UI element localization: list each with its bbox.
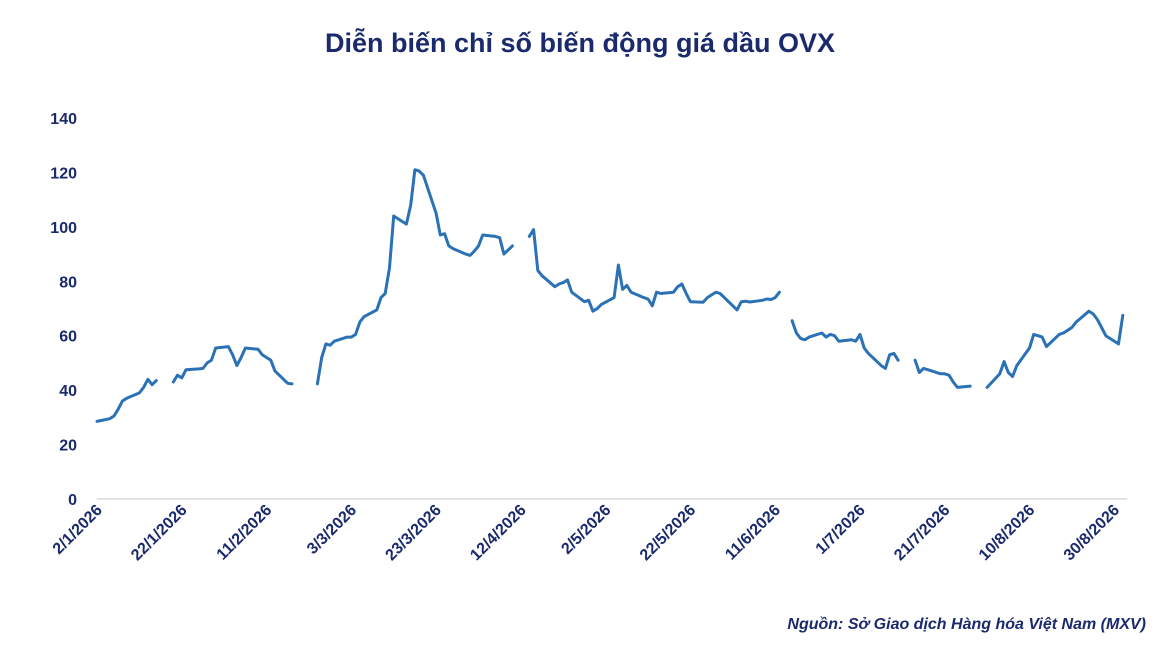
x-tick-label: 11/2/2026	[214, 502, 276, 564]
source-note: Nguồn: Sở Giao dịch Hàng hóa Việt Nam (M…	[787, 616, 1146, 633]
x-tick-label: 22/1/2026	[128, 502, 190, 564]
series-ovx	[95, 168, 1125, 423]
series-line-segment	[527, 228, 781, 313]
y-tick-label: 100	[50, 220, 77, 237]
series-line-segment	[95, 377, 158, 423]
x-tick-label: 3/3/2026	[304, 502, 360, 558]
series-line-segment	[315, 168, 514, 386]
x-tick-label: 23/3/2026	[383, 502, 445, 564]
series-line-segment	[790, 319, 900, 370]
x-tick-label: 30/8/2026	[1061, 502, 1123, 564]
x-tick-label: 2/5/2026	[558, 502, 614, 558]
y-axis-ticks: 0 20 40 60 80 100 120 140	[50, 111, 77, 509]
y-tick-label: 120	[50, 165, 77, 182]
x-tick-label: 22/5/2026	[637, 502, 699, 564]
series-line-segment	[171, 345, 294, 386]
y-tick-label: 0	[68, 492, 77, 509]
x-tick-label: 2/1/2026	[50, 502, 106, 558]
y-tick-label: 80	[59, 274, 77, 291]
y-tick-label: 40	[59, 383, 77, 400]
x-tick-label: 21/7/2026	[891, 502, 953, 564]
y-tick-label: 20	[59, 438, 77, 455]
x-tick-label: 12/4/2026	[467, 502, 529, 564]
y-tick-label: 140	[50, 111, 77, 128]
x-tick-label: 10/8/2026	[976, 502, 1038, 564]
chart-title: Diễn biến chỉ số biến động giá dầu OVX	[324, 28, 836, 58]
y-tick-label: 60	[59, 329, 77, 346]
x-axis-ticks: 2/1/2026 22/1/2026 11/2/2026 3/3/2026 23/3/2…	[50, 502, 1123, 564]
series-line-segment	[985, 309, 1125, 389]
x-tick-label: 1/7/2026	[813, 502, 869, 558]
x-tick-label: 11/6/2026	[722, 502, 784, 564]
series-line-segment	[913, 358, 972, 389]
